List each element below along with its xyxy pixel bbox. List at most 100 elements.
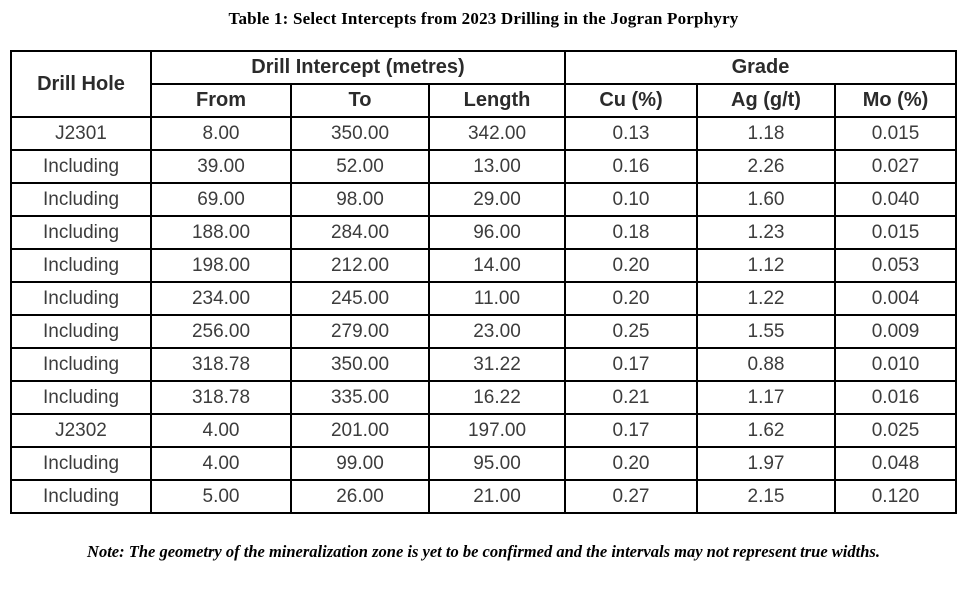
cell-from: 4.00: [150, 413, 292, 448]
cell-to: 201.00: [290, 413, 430, 448]
cell-cu: 0.10: [564, 182, 698, 217]
cell-cu: 0.20: [564, 281, 698, 316]
cell-from: 188.00: [150, 215, 292, 250]
table-row: Including 69.00 98.00 29.00 0.10 1.60 0.…: [10, 182, 957, 217]
header-row-columns: From To Length Cu (%) Ag (g/t) Mo (%): [11, 83, 957, 118]
cell-ag: 1.17: [696, 380, 836, 415]
table-row: J2302 4.00 201.00 197.00 0.17 1.62 0.025: [10, 413, 957, 448]
table-title: Table 1: Select Intercepts from 2023 Dri…: [228, 9, 739, 28]
cell-cu: 0.17: [564, 347, 698, 382]
cell-to: 350.00: [290, 347, 430, 382]
table-row: Including 198.00 212.00 14.00 0.20 1.12 …: [10, 248, 957, 283]
cell-from: 318.78: [150, 380, 292, 415]
cell-to: 98.00: [290, 182, 430, 217]
cell-length: 23.00: [428, 314, 566, 349]
cell-from: 5.00: [150, 479, 292, 514]
cell-to: 350.00: [290, 116, 430, 151]
table-row: Including 39.00 52.00 13.00 0.16 2.26 0.…: [10, 149, 957, 184]
table-row: Including 5.00 26.00 21.00 0.27 2.15 0.1…: [10, 479, 957, 514]
cell-ag: 1.55: [696, 314, 836, 349]
drill-results-table: Drill Hole Drill Intercept (metres) Grad…: [10, 50, 957, 514]
cell-cu: 0.16: [564, 149, 698, 184]
cell-drill-hole: J2302: [10, 413, 152, 448]
cell-from: 4.00: [150, 446, 292, 481]
cell-to: 26.00: [290, 479, 430, 514]
cell-mo: 0.048: [834, 446, 957, 481]
cell-to: 335.00: [290, 380, 430, 415]
cell-to: 245.00: [290, 281, 430, 316]
cell-ag: 1.12: [696, 248, 836, 283]
cell-length: 13.00: [428, 149, 566, 184]
cell-ag: 0.88: [696, 347, 836, 382]
cell-ag: 1.18: [696, 116, 836, 151]
cell-from: 39.00: [150, 149, 292, 184]
cell-cu: 0.20: [564, 248, 698, 283]
cell-length: 197.00: [428, 413, 566, 448]
cell-to: 284.00: [290, 215, 430, 250]
cell-length: 16.22: [428, 380, 566, 415]
cell-length: 29.00: [428, 182, 566, 217]
cell-mo: 0.009: [834, 314, 957, 349]
header-drill-intercept-group: Drill Intercept (metres): [150, 50, 566, 85]
cell-mo: 0.016: [834, 380, 957, 415]
cell-to: 279.00: [290, 314, 430, 349]
cell-length: 95.00: [428, 446, 566, 481]
cell-from: 8.00: [150, 116, 292, 151]
cell-cu: 0.25: [564, 314, 698, 349]
header-from: From: [150, 83, 292, 118]
cell-drill-hole: Including: [10, 479, 152, 514]
cell-mo: 0.015: [834, 215, 957, 250]
cell-drill-hole: Including: [10, 182, 152, 217]
header-ag: Ag (g/t): [696, 83, 836, 118]
cell-length: 21.00: [428, 479, 566, 514]
cell-mo: 0.027: [834, 149, 957, 184]
header-row-groups: Drill Hole Drill Intercept (metres) Grad…: [10, 50, 957, 118]
cell-mo: 0.053: [834, 248, 957, 283]
cell-cu: 0.21: [564, 380, 698, 415]
cell-from: 69.00: [150, 182, 292, 217]
cell-cu: 0.20: [564, 446, 698, 481]
cell-mo: 0.015: [834, 116, 957, 151]
cell-cu: 0.13: [564, 116, 698, 151]
note-text: Note: The geometry of the mineralization…: [87, 542, 880, 561]
table-row: Including 188.00 284.00 96.00 0.18 1.23 …: [10, 215, 957, 250]
table-row: Including 318.78 335.00 16.22 0.21 1.17 …: [10, 380, 957, 415]
cell-mo: 0.040: [834, 182, 957, 217]
cell-drill-hole: Including: [10, 149, 152, 184]
header-cu: Cu (%): [564, 83, 698, 118]
table-row: Including 318.78 350.00 31.22 0.17 0.88 …: [10, 347, 957, 382]
cell-cu: 0.17: [564, 413, 698, 448]
header-mo: Mo (%): [834, 83, 957, 118]
cell-ag: 2.26: [696, 149, 836, 184]
cell-ag: 1.97: [696, 446, 836, 481]
cell-drill-hole: Including: [10, 347, 152, 382]
table-row: Including 4.00 99.00 95.00 0.20 1.97 0.0…: [10, 446, 957, 481]
cell-from: 234.00: [150, 281, 292, 316]
cell-drill-hole: Including: [10, 446, 152, 481]
cell-ag: 1.62: [696, 413, 836, 448]
cell-length: 96.00: [428, 215, 566, 250]
cell-ag: 1.60: [696, 182, 836, 217]
table-row: J2301 8.00 350.00 342.00 0.13 1.18 0.015: [10, 116, 957, 151]
cell-mo: 0.120: [834, 479, 957, 514]
cell-to: 99.00: [290, 446, 430, 481]
cell-ag: 2.15: [696, 479, 836, 514]
cell-drill-hole: Including: [10, 380, 152, 415]
header-to: To: [290, 83, 430, 118]
cell-drill-hole: J2301: [10, 116, 152, 151]
cell-ag: 1.22: [696, 281, 836, 316]
cell-length: 11.00: [428, 281, 566, 316]
cell-drill-hole: Including: [10, 281, 152, 316]
cell-from: 198.00: [150, 248, 292, 283]
cell-cu: 0.27: [564, 479, 698, 514]
cell-to: 212.00: [290, 248, 430, 283]
cell-mo: 0.004: [834, 281, 957, 316]
cell-length: 31.22: [428, 347, 566, 382]
cell-length: 342.00: [428, 116, 566, 151]
header-length: Length: [428, 83, 566, 118]
cell-drill-hole: Including: [10, 215, 152, 250]
cell-mo: 0.025: [834, 413, 957, 448]
cell-cu: 0.18: [564, 215, 698, 250]
cell-from: 318.78: [150, 347, 292, 382]
